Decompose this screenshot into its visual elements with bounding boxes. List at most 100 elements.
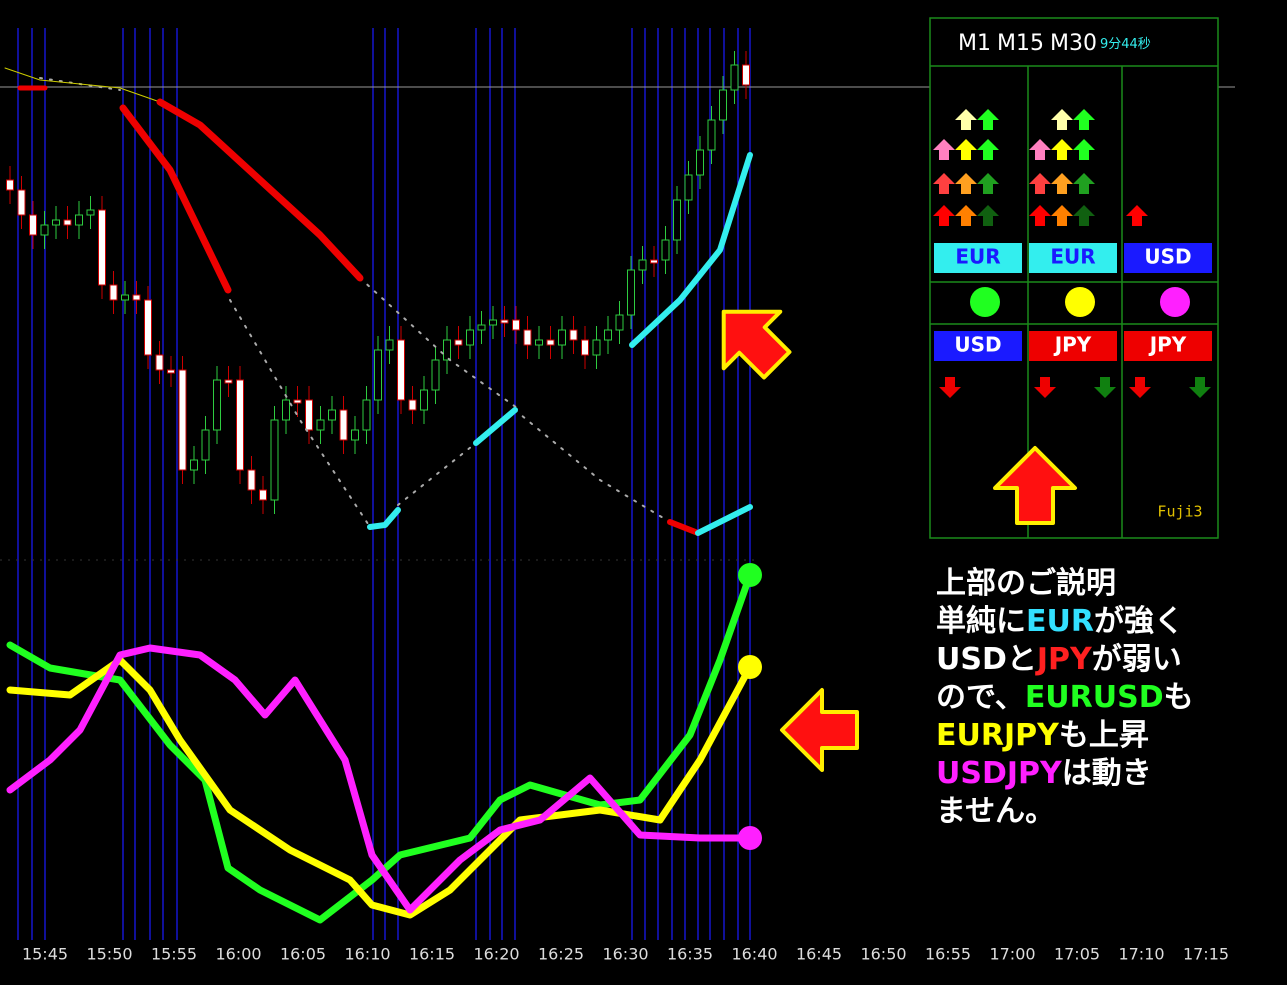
candle	[132, 294, 141, 301]
candle	[293, 399, 302, 404]
time-label: 15:55	[151, 945, 197, 964]
explanation-text: EUR	[1026, 604, 1094, 639]
explanation-text: JPY	[1035, 642, 1093, 677]
time-label: 15:50	[86, 945, 132, 964]
currency-box	[934, 331, 1022, 361]
time-label: 17:15	[1183, 945, 1229, 964]
candle	[98, 209, 106, 286]
candle	[259, 489, 267, 501]
up-arrow	[955, 173, 977, 194]
end-dot	[738, 826, 762, 850]
time-label: 17:10	[1118, 945, 1164, 964]
candle	[684, 174, 693, 201]
currency-box	[1124, 331, 1212, 361]
candle	[719, 89, 727, 121]
up-arrow	[1073, 205, 1095, 226]
time-label: 16:00	[215, 945, 261, 964]
up-arrow	[977, 139, 999, 160]
candle	[443, 339, 451, 361]
candle	[362, 399, 371, 431]
currency: JPY	[1053, 333, 1092, 357]
explanation-line: 上部のご説明	[936, 566, 1116, 601]
candle	[730, 64, 739, 91]
up-arrow	[1029, 173, 1051, 194]
up-arrow	[1051, 139, 1073, 160]
candle	[696, 149, 704, 176]
end-dot	[738, 655, 762, 679]
up-arrow	[1073, 173, 1095, 194]
up-arrow	[977, 173, 999, 194]
up-arrow	[1073, 109, 1095, 130]
usdjpy-line	[6, 644, 754, 914]
currency: EUR	[955, 245, 1000, 269]
up-arrow	[1029, 205, 1051, 226]
time-label: 17:00	[989, 945, 1035, 964]
candle	[305, 399, 313, 431]
explanation-text: 単純に	[936, 604, 1026, 639]
currency-dot	[1065, 287, 1095, 317]
ma-red	[119, 104, 232, 294]
explanation-line: USDJPYは動き	[936, 756, 1152, 791]
time-label: 15:45	[22, 945, 68, 964]
countdown: 9分44秒	[1100, 37, 1151, 52]
candle	[52, 219, 60, 226]
explanation-text: USDJPY	[936, 756, 1063, 791]
candle	[328, 409, 336, 421]
time-label: 16:35	[667, 945, 713, 964]
currency-dot	[970, 287, 1000, 317]
up-arrow	[955, 205, 977, 226]
candle	[374, 349, 382, 401]
explanation-line: USDとJPYが弱い	[936, 642, 1182, 677]
time-label: 16:20	[473, 945, 519, 964]
down-arrow	[939, 377, 961, 398]
candle	[75, 214, 83, 226]
time-label: 16:45	[796, 945, 842, 964]
explanation-text: 上部のご説明	[936, 566, 1116, 601]
candle	[282, 399, 290, 421]
time-label: 16:40	[731, 945, 777, 964]
candle	[17, 189, 26, 216]
candle	[6, 179, 14, 191]
candle	[707, 119, 716, 151]
candle	[155, 354, 164, 371]
candle	[661, 239, 670, 261]
timeframe: M15	[997, 31, 1044, 56]
time-label: 16:30	[602, 945, 648, 964]
currency-box	[934, 243, 1022, 273]
candle	[385, 339, 394, 351]
candle	[270, 419, 279, 501]
candle	[397, 339, 405, 401]
panel	[929, 17, 1219, 539]
highlight-arrow	[993, 446, 1077, 525]
brand: Fuji3	[1157, 503, 1202, 521]
explanation-text: USD	[936, 642, 1007, 677]
ma-cyan	[367, 507, 401, 530]
candle	[650, 259, 658, 264]
timeframes: M1 M15 M30 9分44秒	[958, 31, 1151, 56]
candle	[742, 64, 750, 86]
explanation-text: EURUSD	[1025, 680, 1164, 715]
down-arrow	[1129, 377, 1151, 398]
highlight-arrow	[721, 309, 792, 380]
ma-cyan	[695, 504, 753, 536]
explanation-text: も上昇	[1059, 718, 1149, 753]
candle	[489, 319, 497, 326]
currency: JPY	[1148, 333, 1187, 357]
up-arrow	[933, 205, 955, 226]
explanation-line: 単純にEURが強く	[936, 604, 1184, 639]
explanation-line: EURJPYも上昇	[936, 718, 1149, 753]
currency-dot	[1160, 287, 1190, 317]
up-arrow	[933, 173, 955, 194]
candle	[558, 329, 566, 346]
candle	[121, 294, 129, 301]
up-arrow	[1051, 173, 1073, 194]
currency-box	[1124, 243, 1212, 273]
candle	[316, 419, 325, 431]
candle	[535, 339, 543, 346]
time-label: 16:25	[538, 945, 584, 964]
candle	[592, 339, 601, 356]
candle	[408, 399, 417, 411]
candle	[167, 369, 175, 374]
candle	[673, 199, 681, 241]
candle	[466, 329, 474, 346]
